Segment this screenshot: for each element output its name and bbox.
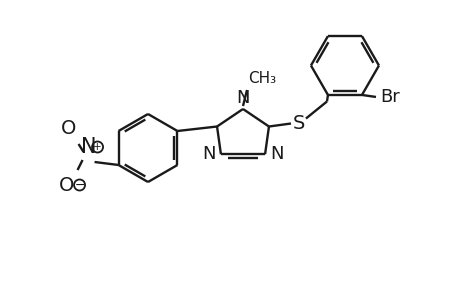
Text: N: N bbox=[202, 145, 215, 163]
Text: N: N bbox=[236, 89, 249, 107]
Text: S: S bbox=[292, 114, 304, 133]
Text: −: − bbox=[74, 178, 84, 191]
Text: O: O bbox=[59, 176, 74, 195]
Text: O: O bbox=[61, 119, 76, 138]
Text: N: N bbox=[269, 145, 283, 163]
Text: +: + bbox=[93, 142, 101, 152]
Text: N: N bbox=[81, 137, 96, 157]
Text: CH₃: CH₃ bbox=[247, 71, 275, 86]
Text: Br: Br bbox=[379, 88, 399, 106]
